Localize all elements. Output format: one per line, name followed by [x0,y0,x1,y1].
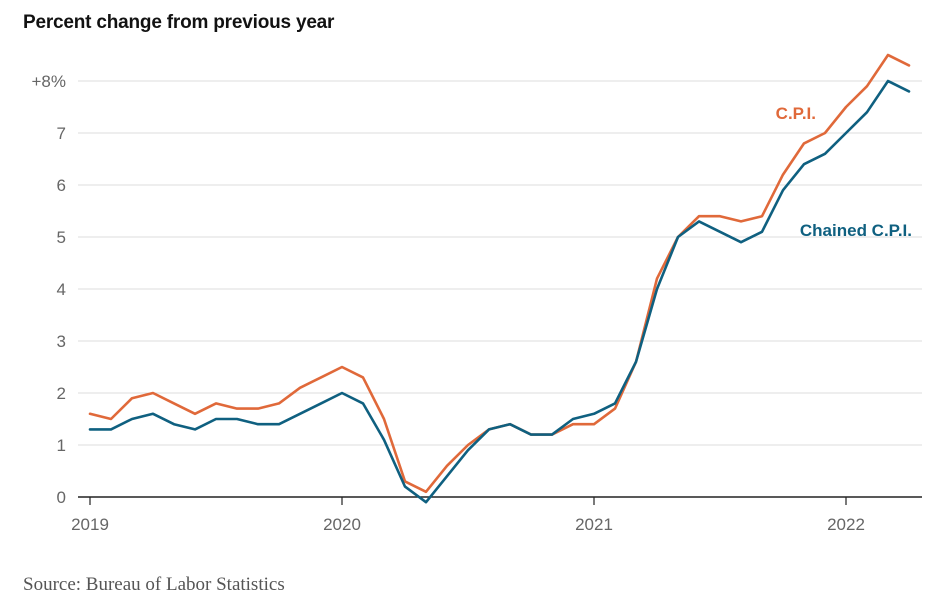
y-tick-label: 3 [57,332,66,351]
series-lines [88,53,911,504]
x-axis-ticks: 2019 2020 2021 2022 [71,497,865,534]
y-tick-label: 0 [57,488,66,507]
y-tick-label: +8% [32,72,67,91]
chained-cpi-label: Chained C.P.I. [800,221,912,240]
source-note: Source: Bureau of Labor Statistics [23,574,285,595]
y-axis-ticks: 0 1 2 3 4 5 6 7 +8% [32,72,67,507]
x-tick-label: 2020 [323,515,361,534]
y-tick-label: 2 [57,384,66,403]
series-labels: C.P.I. Chained C.P.I. [776,104,912,240]
x-tick-label: 2019 [71,515,109,534]
y-tick-label: 5 [57,228,66,247]
y-tick-label: 7 [57,124,66,143]
y-tick-label: 4 [57,280,66,299]
chart-title: Percent change from previous year [23,12,335,33]
x-tick-label: 2021 [575,515,613,534]
y-tick-label: 1 [57,436,66,455]
y-tick-label: 6 [57,176,66,195]
x-tick-label: 2022 [827,515,865,534]
chained-cpi-line [88,79,911,504]
gridlines [78,80,922,498]
cpi-label: C.P.I. [776,104,816,123]
